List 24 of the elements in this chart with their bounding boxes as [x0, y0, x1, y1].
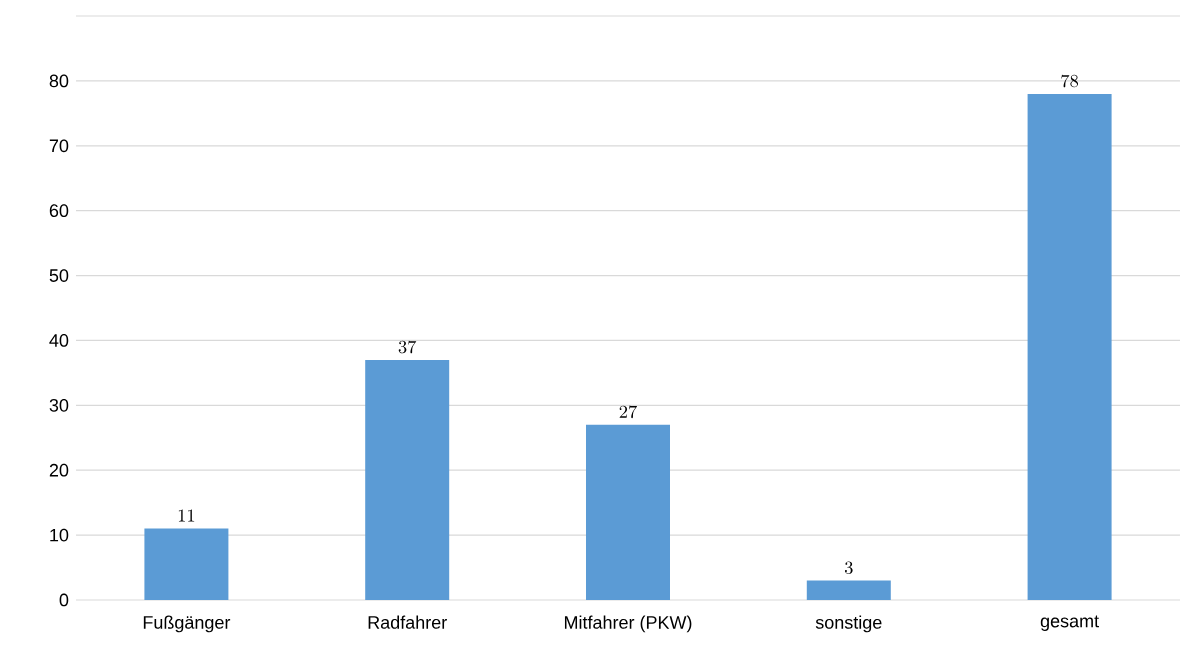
bar	[365, 359, 450, 600]
y-tick-label: 60	[49, 204, 69, 218]
data-label: 78	[1061, 74, 1079, 88]
x-tick-label: Radfahrer	[368, 615, 447, 629]
y-tick-label: 20	[49, 463, 69, 477]
y-tick-label: 10	[50, 528, 69, 542]
x-tick-label: Fußgänger	[143, 615, 231, 633]
data-label: 27	[619, 405, 637, 419]
y-tick-label: 40	[49, 334, 69, 347]
data-label: 3	[844, 561, 853, 574]
y-tick-label: 50	[49, 269, 69, 282]
data-label: 37	[398, 340, 417, 354]
bar	[1027, 93, 1112, 600]
y-tick-label: 30	[49, 398, 69, 412]
y-tick-label: 0	[59, 593, 69, 607]
bar	[144, 528, 229, 600]
data-label: 11	[178, 509, 195, 522]
y-tick-label: 80	[49, 74, 69, 88]
y-tick-label: 70	[49, 139, 69, 153]
bar	[586, 424, 670, 600]
bar	[806, 580, 891, 600]
x-tick-label: sonstige	[815, 615, 882, 633]
x-tick-label: Mitfahrer (PKW)	[564, 615, 692, 633]
x-tick-label: gesamt	[1040, 615, 1099, 631]
